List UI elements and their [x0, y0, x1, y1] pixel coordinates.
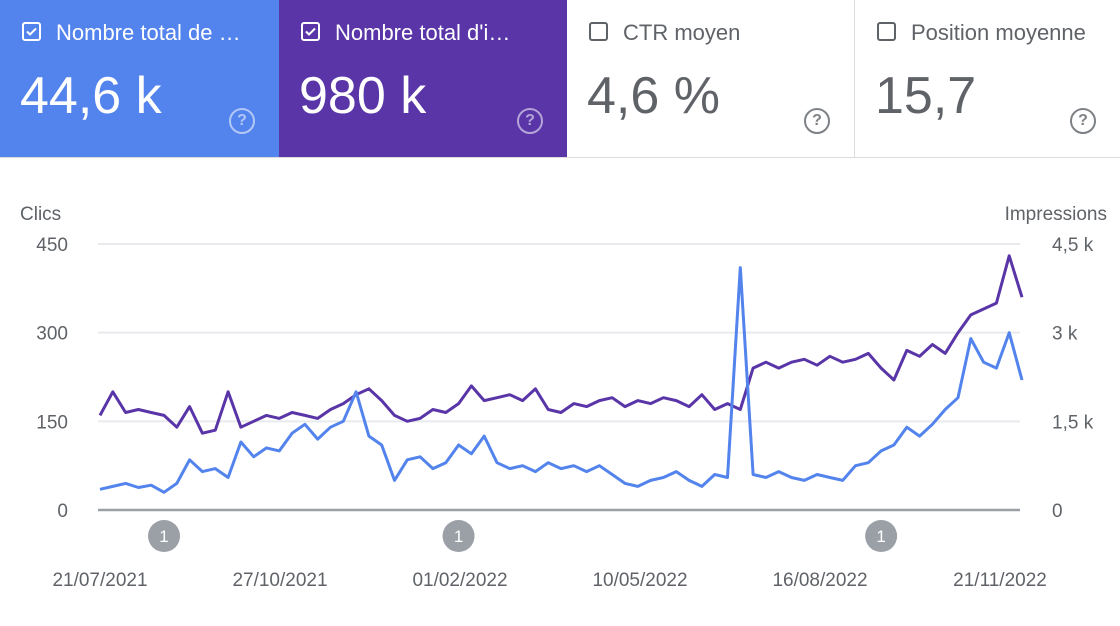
metric-value: 44,6 k	[20, 67, 162, 125]
right-tick-label: 1,5 k	[1052, 412, 1094, 433]
annotation-label: 1	[454, 527, 463, 546]
help-icon[interactable]: ?	[1070, 108, 1096, 134]
right-axis-label: Impressions	[1005, 204, 1107, 225]
checkbox-checked-icon[interactable]	[301, 22, 320, 41]
left-tick-label: 450	[36, 235, 68, 256]
x-tick-label: 27/10/2021	[232, 570, 327, 591]
metric-card-impressions[interactable]: Nombre total d'i… 980 k ?	[279, 0, 567, 157]
left-tick-label: 0	[57, 501, 68, 522]
series-line-impressions	[98, 254, 1024, 435]
checkbox-unchecked-icon[interactable]	[877, 22, 896, 41]
help-icon[interactable]: ?	[229, 108, 255, 134]
x-tick-label: 16/08/2022	[772, 570, 867, 591]
checkbox-unchecked-icon[interactable]	[589, 22, 608, 41]
annotation-marker	[865, 520, 898, 552]
metric-cards: Nombre total de … 44,6 k ? Nombre total …	[0, 0, 1120, 158]
series-line-clics	[99, 266, 1024, 494]
metric-card-ctr[interactable]: CTR moyen 4,6 % ?	[567, 0, 855, 157]
metric-card-position[interactable]: Position moyenne 15,7 ?	[855, 0, 1120, 157]
annotation-marker	[148, 520, 181, 552]
x-tick-label: 21/07/2021	[52, 570, 147, 591]
annotation-label: 1	[876, 527, 885, 546]
metric-value: 980 k	[299, 67, 427, 125]
metric-card-clicks[interactable]: Nombre total de … 44,6 k ?	[0, 0, 279, 157]
right-tick-label: 4,5 k	[1052, 235, 1094, 256]
left-tick-label: 150	[36, 412, 68, 433]
metric-label: Position moyenne	[911, 20, 1086, 45]
annotation-label: 1	[159, 527, 168, 546]
metric-label: Nombre total d'i…	[335, 20, 511, 45]
checkbox-checked-icon[interactable]	[22, 22, 41, 41]
help-icon[interactable]: ?	[517, 108, 543, 134]
annotation-marker	[442, 520, 475, 552]
x-tick-label: 21/11/2022	[953, 570, 1047, 591]
right-tick-label: 0	[1052, 501, 1063, 522]
metric-label: Nombre total de …	[56, 20, 241, 45]
right-tick-label: 3 k	[1052, 324, 1078, 345]
x-tick-label: 01/02/2022	[412, 570, 507, 591]
left-axis-label: Clics	[20, 204, 61, 225]
help-icon[interactable]: ?	[804, 108, 830, 134]
left-tick-label: 300	[36, 324, 68, 345]
metric-value: 15,7	[875, 67, 977, 125]
metric-label: CTR moyen	[623, 20, 741, 45]
x-tick-label: 10/05/2022	[592, 570, 687, 591]
metric-value: 4,6 %	[587, 67, 720, 125]
